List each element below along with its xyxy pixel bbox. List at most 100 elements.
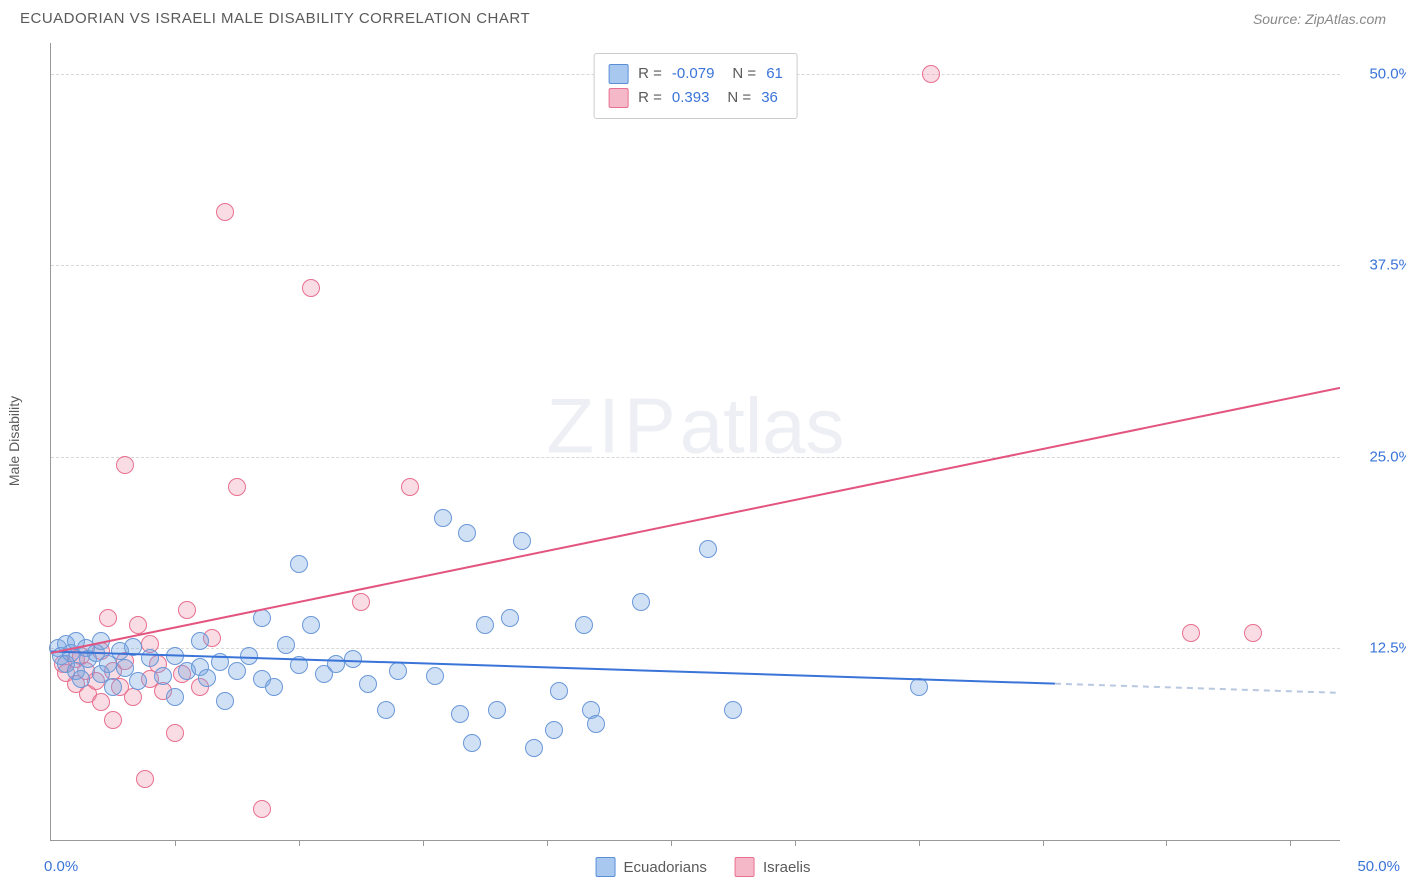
scatter-point-ecuadorians — [488, 701, 506, 719]
scatter-point-ecuadorians — [377, 701, 395, 719]
x-tick — [299, 840, 300, 846]
legend-r-label: R = — [638, 62, 662, 86]
x-tick — [795, 840, 796, 846]
x-tick — [1043, 840, 1044, 846]
scatter-point-ecuadorians — [389, 662, 407, 680]
scatter-point-ecuadorians — [545, 721, 563, 739]
legend-swatch-ecuadorians — [608, 64, 628, 84]
scatter-point-israelis — [352, 593, 370, 611]
legend-swatch-israelis-icon — [735, 857, 755, 877]
scatter-point-israelis — [104, 711, 122, 729]
legend-n-label: N = — [727, 86, 751, 110]
scatter-point-ecuadorians — [724, 701, 742, 719]
x-tick — [423, 840, 424, 846]
scatter-point-ecuadorians — [290, 555, 308, 573]
chart-title: ECUADORIAN VS ISRAELI MALE DISABILITY CO… — [20, 10, 530, 27]
scatter-point-ecuadorians — [290, 656, 308, 674]
scatter-point-ecuadorians — [104, 678, 122, 696]
scatter-point-israelis — [92, 693, 110, 711]
scatter-point-ecuadorians — [476, 616, 494, 634]
legend-correlation: R = -0.079 N = 61 R = 0.393 N = 36 — [593, 53, 798, 119]
scatter-point-israelis — [253, 800, 271, 818]
legend-n-value: 36 — [761, 86, 778, 110]
y-tick-label: 12.5% — [1352, 640, 1406, 657]
x-axis-origin-label: 0.0% — [44, 858, 78, 875]
scatter-point-ecuadorians — [910, 678, 928, 696]
scatter-point-ecuadorians — [587, 715, 605, 733]
scatter-point-israelis — [99, 609, 117, 627]
legend-series: Ecuadorians Israelis — [596, 857, 811, 877]
x-tick — [175, 840, 176, 846]
scatter-point-ecuadorians — [550, 682, 568, 700]
scatter-point-ecuadorians — [72, 670, 90, 688]
scatter-point-ecuadorians — [458, 524, 476, 542]
legend-item-ecuadorians: Ecuadorians — [596, 857, 707, 877]
trend-line — [51, 388, 1340, 653]
plot-area: ZIPatlas R = -0.079 N = 61 R = 0.393 N =… — [50, 43, 1340, 841]
scatter-point-ecuadorians — [166, 647, 184, 665]
legend-r-label: R = — [638, 86, 662, 110]
scatter-point-israelis — [1244, 624, 1262, 642]
gridline — [51, 457, 1340, 458]
scatter-point-ecuadorians — [359, 675, 377, 693]
gridline — [51, 265, 1340, 266]
x-axis-max-label: 50.0% — [1357, 858, 1400, 875]
scatter-point-israelis — [401, 478, 419, 496]
scatter-point-ecuadorians — [575, 616, 593, 634]
scatter-point-israelis — [116, 456, 134, 474]
scatter-point-ecuadorians — [211, 653, 229, 671]
y-tick-label: 25.0% — [1352, 448, 1406, 465]
scatter-point-ecuadorians — [501, 609, 519, 627]
chart-container: Male Disability ZIPatlas R = -0.079 N = … — [0, 33, 1406, 883]
scatter-point-israelis — [129, 616, 147, 634]
legend-label-ecuadorians: Ecuadorians — [624, 859, 707, 876]
y-axis-label: Male Disability — [6, 396, 22, 486]
scatter-point-ecuadorians — [124, 638, 142, 656]
scatter-point-ecuadorians — [426, 667, 444, 685]
scatter-point-ecuadorians — [154, 667, 172, 685]
trend-lines-layer — [51, 43, 1340, 840]
legend-n-label: N = — [732, 62, 756, 86]
legend-r-value: 0.393 — [672, 86, 710, 110]
scatter-point-ecuadorians — [129, 672, 147, 690]
scatter-point-ecuadorians — [463, 734, 481, 752]
legend-item-israelis: Israelis — [735, 857, 811, 877]
scatter-point-israelis — [136, 770, 154, 788]
scatter-point-israelis — [178, 601, 196, 619]
scatter-point-ecuadorians — [451, 705, 469, 723]
scatter-point-ecuadorians — [198, 669, 216, 687]
x-tick — [1166, 840, 1167, 846]
x-tick — [671, 840, 672, 846]
scatter-point-ecuadorians — [216, 692, 234, 710]
scatter-point-ecuadorians — [228, 662, 246, 680]
legend-r-value: -0.079 — [672, 62, 715, 86]
scatter-point-israelis — [228, 478, 246, 496]
trend-line — [1055, 684, 1340, 693]
scatter-point-israelis — [302, 279, 320, 297]
x-tick — [919, 840, 920, 846]
chart-source: Source: ZipAtlas.com — [1253, 11, 1386, 27]
x-tick — [547, 840, 548, 846]
scatter-point-israelis — [124, 688, 142, 706]
scatter-point-ecuadorians — [92, 632, 110, 650]
scatter-point-ecuadorians — [699, 540, 717, 558]
scatter-point-ecuadorians — [513, 532, 531, 550]
scatter-point-israelis — [922, 65, 940, 83]
y-tick-label: 37.5% — [1352, 257, 1406, 274]
scatter-point-ecuadorians — [253, 609, 271, 627]
scatter-point-israelis — [166, 724, 184, 742]
scatter-point-ecuadorians — [327, 655, 345, 673]
legend-row-israelis: R = 0.393 N = 36 — [608, 86, 783, 110]
scatter-point-ecuadorians — [166, 688, 184, 706]
scatter-point-israelis — [1182, 624, 1200, 642]
chart-header: ECUADORIAN VS ISRAELI MALE DISABILITY CO… — [0, 0, 1406, 33]
scatter-point-ecuadorians — [434, 509, 452, 527]
scatter-point-ecuadorians — [240, 647, 258, 665]
scatter-point-ecuadorians — [191, 632, 209, 650]
x-tick — [1290, 840, 1291, 846]
scatter-point-ecuadorians — [632, 593, 650, 611]
scatter-point-ecuadorians — [141, 649, 159, 667]
scatter-point-ecuadorians — [265, 678, 283, 696]
scatter-point-ecuadorians — [302, 616, 320, 634]
legend-label-israelis: Israelis — [763, 859, 811, 876]
